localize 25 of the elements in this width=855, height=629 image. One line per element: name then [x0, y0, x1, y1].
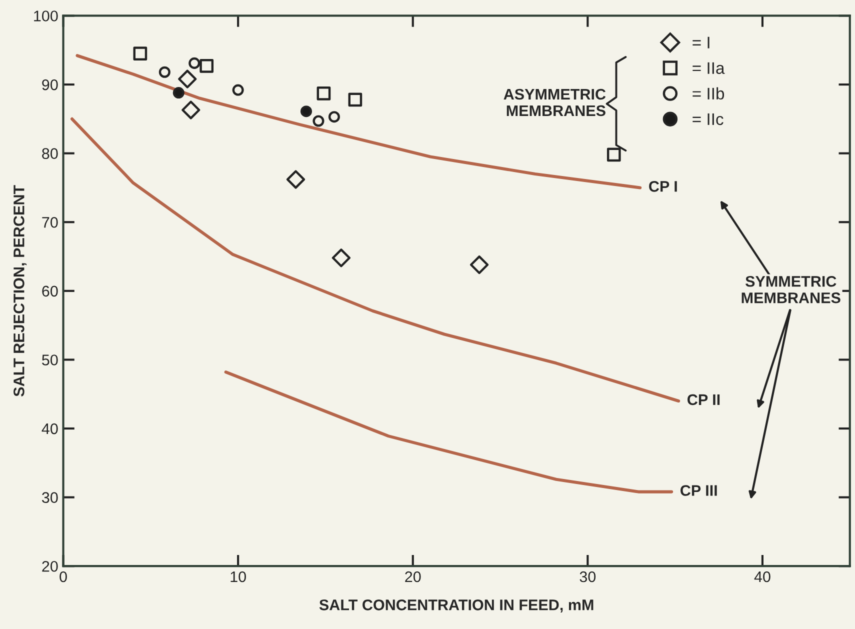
- x-tick-label: 0: [60, 571, 67, 582]
- y-tick-label: 50: [42, 354, 58, 366]
- x-tick-label: 20: [405, 571, 421, 582]
- legend-label: = IIa: [692, 62, 725, 74]
- x-tick-label: 40: [754, 571, 770, 582]
- series-label: CP III: [680, 485, 717, 496]
- y-tick-label: 90: [42, 79, 58, 90]
- series-label: CP II: [688, 394, 720, 406]
- y-tick-label: 80: [42, 148, 58, 160]
- series-label: CP I: [649, 181, 677, 192]
- legend-label: = IIc: [692, 113, 724, 126]
- legend-title: ASYMMETRIC MEMBRANES: [504, 88, 606, 116]
- y-tick-label: 100: [34, 10, 58, 22]
- legend-label: = I: [692, 36, 710, 48]
- y-tick-label: 70: [42, 216, 58, 228]
- x-tick-label: 10: [230, 571, 246, 582]
- y-axis-title: SALT REJECTION, PERCENT: [14, 185, 27, 396]
- y-tick-label: 40: [42, 423, 58, 434]
- x-axis-title: SALT CONCENTRATION IN FEED, mM: [319, 599, 594, 613]
- y-tick-label: 20: [42, 560, 58, 572]
- y-tick-label: 30: [42, 492, 58, 503]
- x-tick-label: 30: [580, 571, 596, 582]
- legend-label: = IIb: [692, 87, 724, 100]
- annotation: SYMMETRIC MEMBRANES: [742, 276, 840, 304]
- y-tick-label: 60: [42, 286, 58, 297]
